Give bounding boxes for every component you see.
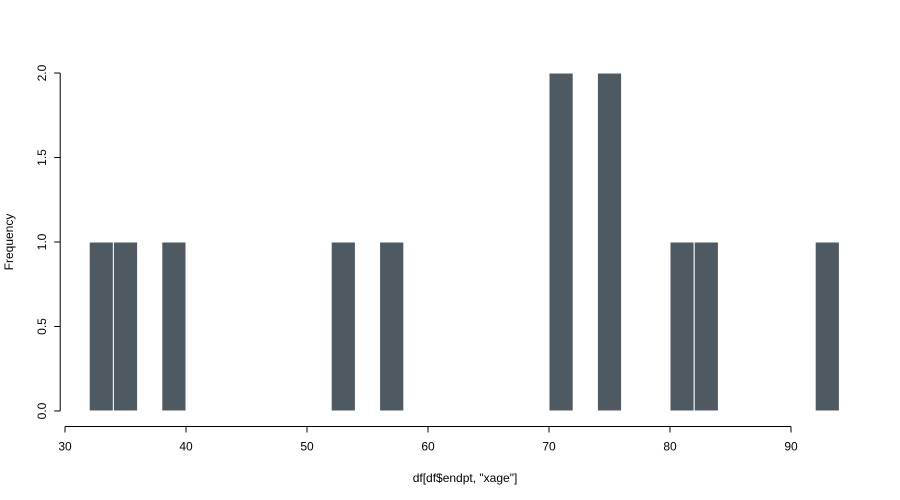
bar <box>814 241 840 412</box>
bar <box>161 241 187 412</box>
x-tick-label: 40 <box>179 440 193 454</box>
bar <box>112 241 139 412</box>
bar <box>379 241 405 412</box>
bar <box>548 72 574 412</box>
x-tick-label: 30 <box>58 440 72 454</box>
x-tick-label: 70 <box>542 440 556 454</box>
y-axis-label: Frequency <box>2 214 16 271</box>
y-tick-label: 0.5 <box>35 318 49 335</box>
bar <box>669 241 695 412</box>
x-axis-label: df[df$endpt, "xage"] <box>413 471 518 485</box>
x-tick-label: 90 <box>784 440 798 454</box>
y-tick-label: 1.5 <box>35 149 49 166</box>
x-tick-label: 60 <box>421 440 435 454</box>
bar <box>330 241 356 412</box>
bar <box>596 72 623 412</box>
bar <box>693 241 719 412</box>
y-tick-label: 0.0 <box>35 402 49 419</box>
x-tick-label: 50 <box>300 440 314 454</box>
y-tick-label: 2.0 <box>35 64 49 81</box>
x-tick-label: 80 <box>663 440 677 454</box>
bar <box>88 241 114 412</box>
y-tick-label: 1.0 <box>35 233 49 250</box>
